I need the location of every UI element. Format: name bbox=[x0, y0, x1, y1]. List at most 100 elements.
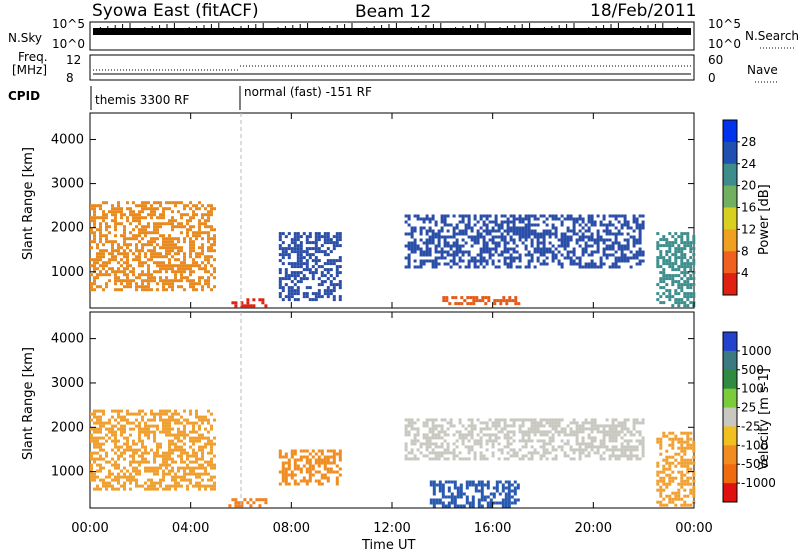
echo-cell bbox=[686, 238, 690, 242]
echo-cell bbox=[138, 412, 141, 416]
echo-cell bbox=[198, 225, 201, 229]
echo-cell bbox=[683, 283, 687, 287]
echo-cell bbox=[317, 458, 321, 462]
echo-cell bbox=[527, 259, 531, 263]
echo-cell bbox=[120, 445, 123, 449]
echo-cell bbox=[189, 252, 192, 256]
echo-cell bbox=[171, 243, 174, 247]
echo-cell bbox=[507, 492, 511, 496]
echo-cell bbox=[407, 424, 411, 428]
echo-cell bbox=[542, 430, 546, 434]
echo-cell bbox=[452, 259, 456, 263]
echo-cell bbox=[485, 217, 489, 221]
echo-cell bbox=[593, 439, 597, 443]
echo-cell bbox=[314, 458, 318, 462]
echo-cell bbox=[476, 439, 480, 443]
echo-cell bbox=[126, 421, 129, 425]
echo-cell bbox=[485, 424, 489, 428]
echo-cell bbox=[581, 238, 585, 242]
echo-cell bbox=[425, 250, 429, 254]
echo-cell bbox=[518, 424, 522, 428]
echo-cell bbox=[445, 299, 449, 303]
echo-cell bbox=[422, 442, 426, 446]
echo-cell bbox=[515, 250, 519, 254]
echo-cell bbox=[195, 457, 198, 461]
colorbar-tick-label: 28 bbox=[741, 135, 756, 149]
echo-cell bbox=[605, 229, 609, 233]
echo-cell bbox=[156, 243, 159, 247]
echo-cell bbox=[102, 484, 105, 488]
echo-cell bbox=[171, 219, 174, 223]
echo-cell bbox=[440, 418, 444, 422]
echo-cell bbox=[135, 249, 138, 253]
echo-cell bbox=[207, 210, 210, 214]
echo-cell bbox=[126, 252, 129, 256]
echo-cell bbox=[539, 250, 543, 254]
echo-cell bbox=[521, 430, 525, 434]
echo-cell bbox=[581, 430, 585, 434]
echo-cell bbox=[530, 232, 534, 236]
echo-cell bbox=[590, 427, 594, 431]
echo-cell bbox=[186, 421, 189, 425]
echo-cell bbox=[686, 494, 690, 498]
echo-cell bbox=[605, 418, 609, 422]
echo-cell bbox=[626, 226, 630, 230]
echo-cell bbox=[509, 430, 513, 434]
echo-cell bbox=[168, 252, 171, 256]
echo-cell bbox=[674, 256, 678, 260]
echo-cell bbox=[434, 436, 438, 440]
echo-cell bbox=[674, 503, 678, 507]
echo-cell bbox=[296, 256, 300, 260]
echo-cell bbox=[195, 288, 198, 292]
echo-cell bbox=[659, 253, 663, 257]
echo-cell bbox=[458, 436, 462, 440]
echo-cell bbox=[551, 436, 555, 440]
echo-cell bbox=[281, 256, 285, 260]
echo-cell bbox=[120, 234, 123, 238]
echo-cell bbox=[189, 225, 192, 229]
echo-cell bbox=[186, 213, 189, 217]
echo-cell bbox=[455, 445, 459, 449]
echo-cell bbox=[677, 470, 681, 474]
echo-cell bbox=[120, 270, 123, 274]
echo-cell bbox=[195, 234, 198, 238]
echo-cell bbox=[554, 256, 558, 260]
echo-cell bbox=[162, 246, 165, 250]
echo-cell bbox=[135, 237, 138, 241]
echo-cell bbox=[168, 418, 171, 422]
echo-cell bbox=[584, 442, 588, 446]
echo-cell bbox=[468, 501, 472, 505]
echo-cell bbox=[207, 451, 210, 455]
echo-cell bbox=[171, 415, 174, 419]
echo-cell bbox=[530, 259, 534, 263]
echo-cell bbox=[485, 241, 489, 245]
echo-cell bbox=[261, 498, 265, 502]
echo-cell bbox=[299, 458, 303, 462]
echo-cell bbox=[317, 289, 321, 293]
echo-cell bbox=[156, 216, 159, 220]
echo-cell bbox=[183, 409, 186, 413]
echo-cell bbox=[437, 454, 441, 458]
echo-cell bbox=[213, 481, 216, 485]
echo-cell bbox=[338, 259, 342, 263]
echo-cell bbox=[548, 214, 552, 218]
echo-cell bbox=[156, 448, 159, 452]
echo-cell bbox=[665, 485, 669, 489]
echo-cell bbox=[692, 271, 696, 275]
echo-cell bbox=[467, 424, 471, 428]
echo-cell bbox=[108, 267, 111, 271]
echo-cell bbox=[162, 451, 165, 455]
echo-cell bbox=[117, 276, 120, 280]
echo-cell bbox=[614, 430, 618, 434]
echo-cell bbox=[533, 433, 537, 437]
echo-cell bbox=[281, 247, 285, 251]
echo-cell bbox=[96, 276, 99, 280]
echo-cell bbox=[569, 433, 573, 437]
echo-cell bbox=[662, 464, 666, 468]
echo-cell bbox=[132, 237, 135, 241]
echo-cell bbox=[656, 488, 660, 492]
colorbar-segment bbox=[723, 483, 737, 503]
y-tick-label: 4000 bbox=[51, 332, 84, 347]
colorbar-segment bbox=[723, 273, 737, 296]
echo-cell bbox=[677, 250, 681, 254]
